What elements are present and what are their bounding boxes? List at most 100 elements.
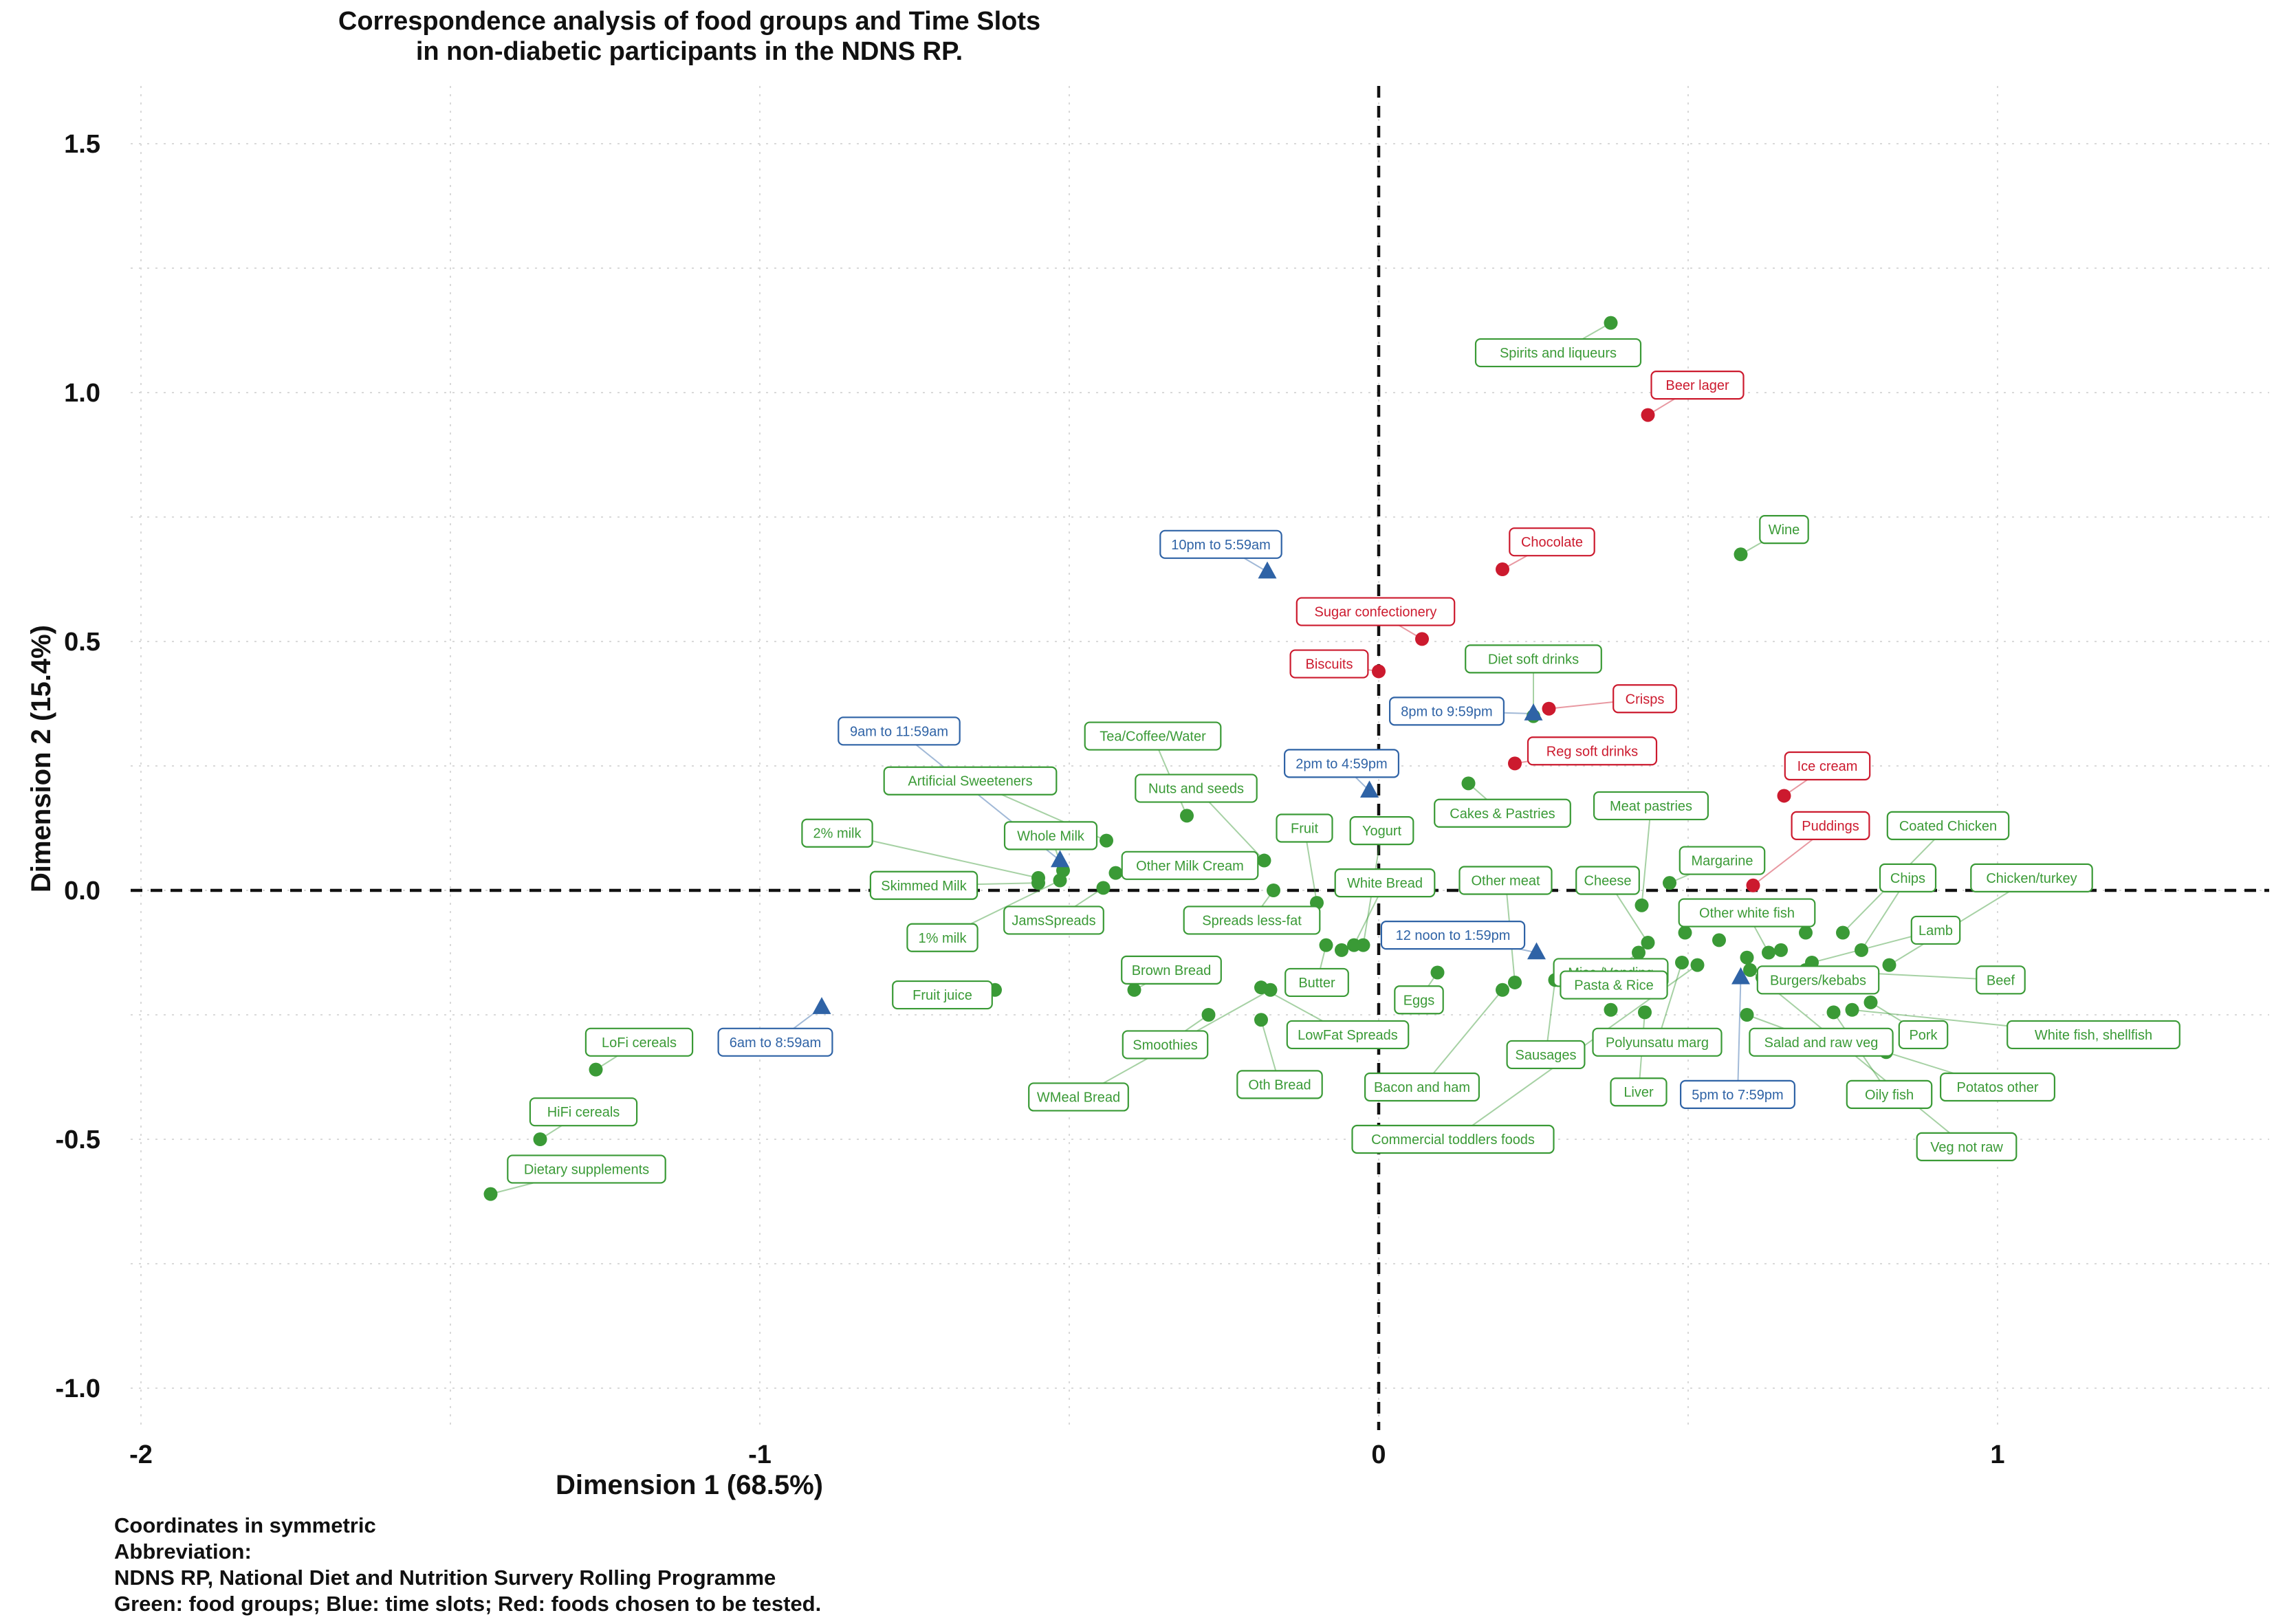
- x-tick-label: 1: [1990, 1440, 2004, 1469]
- food-group-label-text: Polyunsatu marg: [1606, 1035, 1709, 1051]
- food-group-marker: [1632, 945, 1646, 960]
- food-group-label: Oily fish: [1846, 1079, 1933, 1109]
- food-group-marker: [1836, 925, 1850, 940]
- food-group-marker: [1740, 1008, 1754, 1022]
- food-group-label-text: LoFi cereals: [602, 1035, 677, 1051]
- food-group-label-box: [1122, 1030, 1209, 1060]
- x-tick-label: -2: [129, 1440, 153, 1469]
- food-group-label: Skimmed Milk: [869, 870, 979, 900]
- time-slot-marker: [1258, 561, 1277, 579]
- food-group-label: Fruit juice: [892, 980, 993, 1010]
- food-group-label: Chips: [1879, 863, 1937, 893]
- food-group-marker: [483, 1187, 498, 1201]
- food-group-label-box: [1084, 721, 1222, 751]
- food-group-label-text: Other white fish: [1699, 906, 1795, 921]
- time-slot-label-text: 10pm to 5:59am: [1171, 538, 1271, 553]
- food-group-label-box: [1560, 970, 1668, 1000]
- tested-food-marker: [1542, 701, 1556, 716]
- food-group-marker: [1743, 963, 1757, 977]
- food-group-label-text: White fish, shellfish: [2035, 1028, 2152, 1043]
- food-group-label-text: Chips: [1890, 871, 1925, 886]
- food-group-label-text: Oth Bread: [1248, 1077, 1311, 1093]
- food-group-label: Beef: [1976, 965, 2026, 995]
- time-slot-label-text: 5pm to 7:59pm: [1692, 1088, 1783, 1103]
- food-group-label: Butter: [1284, 967, 1349, 998]
- food-group-label-box: [529, 1097, 638, 1127]
- food-group-label-text: Potatos other: [1957, 1080, 2039, 1095]
- time-slot-label-box: [1283, 749, 1399, 778]
- food-group-marker: [1635, 898, 1649, 912]
- food-group-label-box: [1183, 906, 1321, 935]
- food-group-marker: [1263, 983, 1278, 997]
- food-group-marker: [1108, 866, 1123, 880]
- food-group-label-text: Butter: [1298, 976, 1335, 991]
- tested-food-label-text: Biscuits: [1306, 657, 1353, 672]
- food-group-marker: [1740, 950, 1754, 965]
- food-group-label: Whole Milk: [1003, 821, 1098, 851]
- food-group-label-box: [1910, 915, 1961, 945]
- x-axis-title: Dimension 1 (68.5%): [555, 1470, 823, 1500]
- food-group-connector: [1421, 989, 1503, 1088]
- food-group-label-box: [1284, 967, 1349, 998]
- food-group-label: Salad and raw veg: [1749, 1027, 1894, 1057]
- food-group-marker: [533, 1132, 547, 1146]
- time-slot-marker: [1524, 703, 1543, 721]
- tested-food-label-box: [1289, 649, 1369, 679]
- food-group-label-text: Dietary supplements: [524, 1162, 649, 1177]
- food-group-label-box: [1394, 985, 1444, 1015]
- food-group-label: Yogurt: [1349, 816, 1414, 846]
- food-group-label-text: Spreads less-fat: [1202, 913, 1302, 928]
- food-group-marker: [1127, 983, 1141, 997]
- chart-subtitle: in non-diabetic participants in the NDNS…: [415, 37, 963, 66]
- food-group-marker: [1461, 776, 1476, 791]
- food-group-label-box: [1121, 955, 1222, 985]
- food-group-marker: [1201, 1008, 1216, 1022]
- food-group-marker: [1734, 547, 1748, 562]
- tested-food-label: Crisps: [1612, 684, 1677, 714]
- time-slot-label-text: 9am to 11:59am: [850, 724, 948, 739]
- food-group-label: Diet soft drinks: [1465, 644, 1602, 674]
- time-slot-label: 5pm to 7:59pm: [1680, 1079, 1796, 1109]
- food-group-label: Cakes & Pastries: [1434, 798, 1571, 828]
- food-group-marker: [1604, 1002, 1618, 1017]
- food-group-marker: [1267, 884, 1280, 897]
- time-slot-label-text: 6am to 8:59am: [730, 1035, 821, 1051]
- food-group-label: Chicken/turkey: [1970, 863, 2093, 893]
- food-group-marker: [1678, 925, 1692, 940]
- food-group-label-text: Bacon and ham: [1374, 1080, 1470, 1095]
- food-group-marker: [1638, 1005, 1652, 1020]
- food-group-marker: [1100, 833, 1113, 848]
- grid-layer: [131, 86, 2269, 1430]
- x-tick-label: 0: [1371, 1440, 1386, 1469]
- tested-food-marker: [1496, 562, 1509, 577]
- food-group-label: White fish, shellfish: [2007, 1020, 2180, 1050]
- food-group-connector: [1641, 805, 1652, 906]
- food-group-label-text: Yogurt: [1362, 824, 1402, 839]
- food-group-label-text: Coated Chicken: [1899, 819, 1997, 834]
- food-group-label-text: Cheese: [1584, 874, 1632, 889]
- point-labels: Spirits and liqueurs Wine Diet soft drinks…: [507, 338, 2180, 1184]
- time-slot-label-text: 12 noon to 1:59pm: [1396, 928, 1511, 943]
- food-group-label: WMeal Bread: [1028, 1082, 1129, 1112]
- food-group-label: Cheese: [1575, 866, 1640, 895]
- food-group-label: Coated Chicken: [1886, 811, 2010, 840]
- y-axis-title: Dimension 2 (15.4%): [26, 624, 56, 892]
- food-group-label-text: Nuts and seeds: [1148, 782, 1244, 797]
- tested-food-label: Reg soft drinks: [1527, 736, 1658, 766]
- food-group-marker: [1508, 975, 1522, 989]
- food-group-marker: [1335, 943, 1348, 957]
- food-group-label: Pasta & Rice: [1560, 970, 1668, 1000]
- time-slot-marker: [1731, 967, 1750, 985]
- y-tick-label: -0.5: [56, 1126, 100, 1154]
- food-group-label-text: Margarine: [1691, 854, 1753, 869]
- food-group-label: 1% milk: [906, 923, 979, 952]
- food-group-marker: [1774, 943, 1788, 957]
- food-group-label-box: [1236, 1070, 1323, 1099]
- food-group-label-box: [1940, 1072, 2056, 1102]
- food-group-marker: [1347, 938, 1361, 952]
- time-slot-label: 2pm to 4:59pm: [1283, 749, 1399, 778]
- food-group-label-box: [1434, 798, 1571, 828]
- food-group-label: Meat pastries: [1593, 791, 1709, 821]
- tested-food-label: Beer lager: [1650, 371, 1745, 400]
